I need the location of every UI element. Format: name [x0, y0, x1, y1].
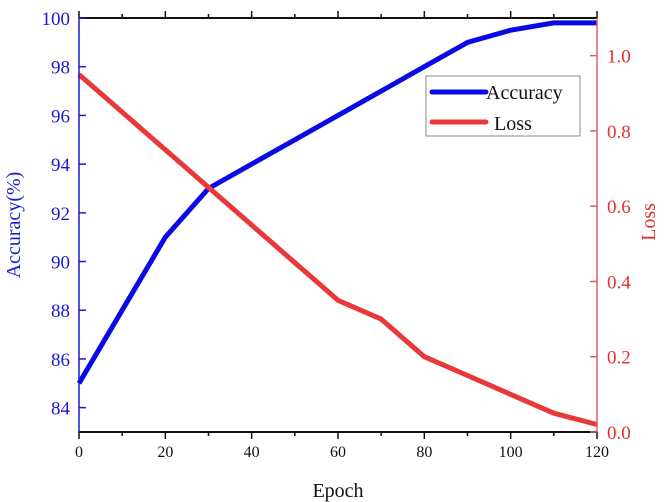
y-tick-label-right: 0.0 — [607, 423, 631, 444]
y-axis-title-left: Accuracy(%) — [3, 172, 25, 279]
legend-label-accuracy: Accuracy — [486, 82, 563, 104]
x-tick-label: 0 — [75, 444, 83, 461]
x-tick-label: 60 — [330, 444, 346, 461]
legend: Accuracy Loss — [425, 75, 581, 137]
y-tick-label-left: 88 — [51, 301, 70, 322]
y-tick-label-right: 0.8 — [607, 122, 631, 143]
legend-label-loss: Loss — [494, 113, 532, 135]
ticks: 0 20 40 60 80 100 120 84 86 88 90 92 94 96 98 100 0.0 0.2… — [42, 9, 632, 461]
x-tick-label: 120 — [585, 444, 609, 461]
x-tick-label: 20 — [157, 444, 173, 461]
x-tick-label: 100 — [499, 444, 523, 461]
y-tick-label-left: 98 — [51, 58, 70, 79]
y-tick-label-left: 96 — [51, 106, 70, 127]
y-tick-label-left: 100 — [42, 9, 71, 30]
y-tick-label-right: 0.6 — [607, 197, 631, 218]
y-tick-label-right: 1.0 — [607, 47, 631, 68]
y-tick-label-left: 94 — [51, 155, 71, 176]
y-axis-title-right: Loss — [638, 203, 660, 241]
legend-box — [425, 75, 581, 137]
y-tick-label-right: 0.2 — [607, 348, 631, 369]
x-axis-title: Epoch — [312, 480, 363, 502]
y-tick-label-left: 90 — [51, 253, 70, 274]
y-tick-label-left: 84 — [51, 399, 71, 420]
x-tick-label: 40 — [244, 444, 260, 461]
x-tick-label: 80 — [416, 444, 432, 461]
y-tick-label-left: 92 — [51, 204, 70, 225]
series-line-accuracy — [76, 20, 597, 385]
y-tick-label-right: 0.4 — [607, 272, 631, 293]
y-tick-label-left: 86 — [51, 350, 70, 371]
